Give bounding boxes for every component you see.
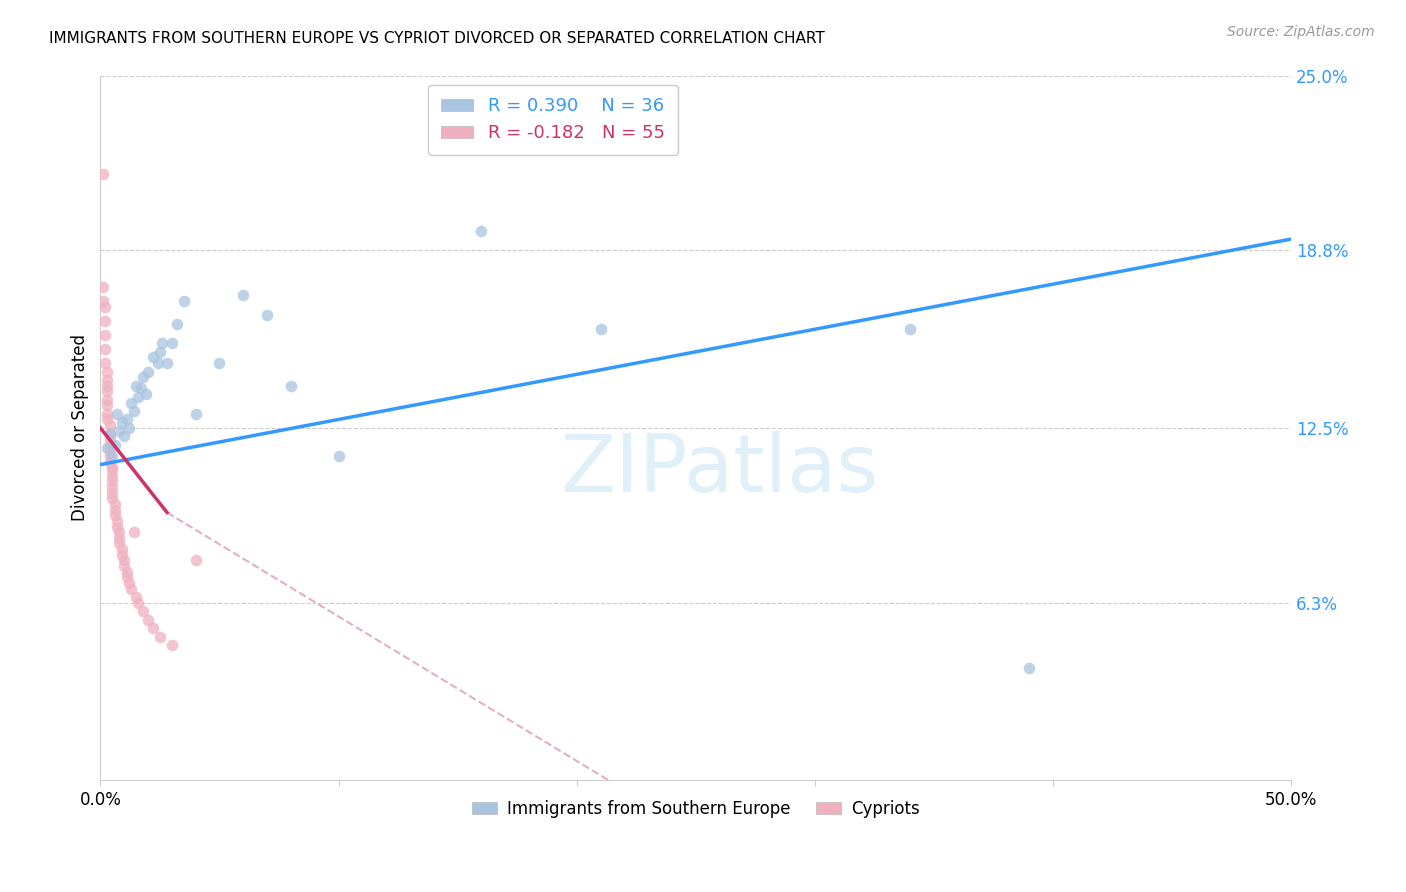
Point bbox=[156, 356, 179, 370]
Point bbox=[112, 559, 135, 574]
Point bbox=[105, 514, 128, 528]
Point bbox=[132, 604, 155, 618]
Point bbox=[125, 378, 148, 392]
Point bbox=[108, 525, 131, 540]
Point bbox=[125, 590, 148, 604]
Legend: Immigrants from Southern Europe, Cypriots: Immigrants from Southern Europe, Cypriot… bbox=[465, 794, 927, 825]
Point bbox=[96, 373, 118, 387]
Point bbox=[160, 638, 183, 652]
Point bbox=[108, 531, 131, 545]
Point bbox=[96, 384, 118, 399]
Point bbox=[149, 630, 172, 644]
Point bbox=[142, 351, 165, 365]
Y-axis label: Divorced or Separated: Divorced or Separated bbox=[72, 334, 89, 522]
Point bbox=[184, 553, 207, 567]
Point bbox=[166, 317, 188, 331]
Point bbox=[98, 449, 121, 463]
Point bbox=[111, 542, 134, 557]
Point bbox=[118, 421, 141, 435]
Point bbox=[94, 300, 117, 314]
Point bbox=[232, 288, 254, 302]
Point bbox=[96, 398, 118, 412]
Point bbox=[115, 412, 138, 426]
Point bbox=[115, 565, 138, 579]
Point bbox=[146, 356, 169, 370]
Point bbox=[111, 415, 134, 429]
Point bbox=[105, 407, 128, 421]
Point bbox=[127, 596, 149, 610]
Point bbox=[105, 519, 128, 533]
Point bbox=[96, 392, 118, 407]
Point bbox=[173, 293, 195, 308]
Text: ZIPatlas: ZIPatlas bbox=[561, 431, 879, 509]
Point bbox=[96, 441, 118, 455]
Point bbox=[120, 395, 142, 409]
Point bbox=[184, 407, 207, 421]
Point bbox=[94, 342, 117, 356]
Point bbox=[115, 570, 138, 584]
Point bbox=[280, 378, 302, 392]
Point bbox=[98, 455, 121, 469]
Point bbox=[129, 381, 152, 395]
Point bbox=[136, 365, 159, 379]
Point bbox=[150, 336, 173, 351]
Text: Source: ZipAtlas.com: Source: ZipAtlas.com bbox=[1227, 25, 1375, 39]
Point bbox=[135, 387, 157, 401]
Point bbox=[104, 502, 127, 516]
Point bbox=[94, 314, 117, 328]
Point bbox=[96, 412, 118, 426]
Text: IMMIGRANTS FROM SOUTHERN EUROPE VS CYPRIOT DIVORCED OR SEPARATED CORRELATION CHA: IMMIGRANTS FROM SOUTHERN EUROPE VS CYPRI… bbox=[49, 31, 825, 46]
Point bbox=[101, 460, 124, 475]
Point bbox=[160, 336, 183, 351]
Point bbox=[98, 432, 121, 446]
Point bbox=[470, 223, 492, 237]
Point bbox=[1018, 660, 1040, 674]
Point bbox=[256, 308, 278, 322]
Point bbox=[101, 449, 124, 463]
Point bbox=[91, 167, 114, 181]
Point bbox=[101, 475, 124, 489]
Point bbox=[96, 407, 118, 421]
Point bbox=[108, 424, 131, 438]
Point bbox=[94, 356, 117, 370]
Point bbox=[328, 449, 350, 463]
Point bbox=[101, 485, 124, 500]
Point bbox=[96, 378, 118, 392]
Point bbox=[122, 525, 145, 540]
Point bbox=[108, 536, 131, 550]
Point bbox=[98, 426, 121, 441]
Point bbox=[118, 576, 141, 591]
Point bbox=[104, 508, 127, 523]
Point bbox=[132, 370, 155, 384]
Point bbox=[101, 491, 124, 506]
Point bbox=[98, 426, 121, 441]
Point bbox=[127, 390, 149, 404]
Point bbox=[91, 280, 114, 294]
Point bbox=[898, 322, 921, 336]
Point bbox=[101, 468, 124, 483]
Point bbox=[149, 344, 172, 359]
Point bbox=[104, 438, 127, 452]
Point bbox=[111, 548, 134, 562]
Point bbox=[98, 418, 121, 433]
Point bbox=[98, 438, 121, 452]
Point bbox=[122, 404, 145, 418]
Point bbox=[208, 356, 231, 370]
Point bbox=[91, 293, 114, 308]
Point bbox=[104, 497, 127, 511]
Point bbox=[101, 463, 124, 477]
Point bbox=[96, 365, 118, 379]
Point bbox=[94, 327, 117, 342]
Point bbox=[101, 480, 124, 494]
Point bbox=[136, 613, 159, 627]
Point bbox=[112, 429, 135, 443]
Point bbox=[589, 322, 612, 336]
Point bbox=[98, 443, 121, 458]
Point bbox=[142, 621, 165, 635]
Point bbox=[112, 553, 135, 567]
Point bbox=[120, 582, 142, 596]
